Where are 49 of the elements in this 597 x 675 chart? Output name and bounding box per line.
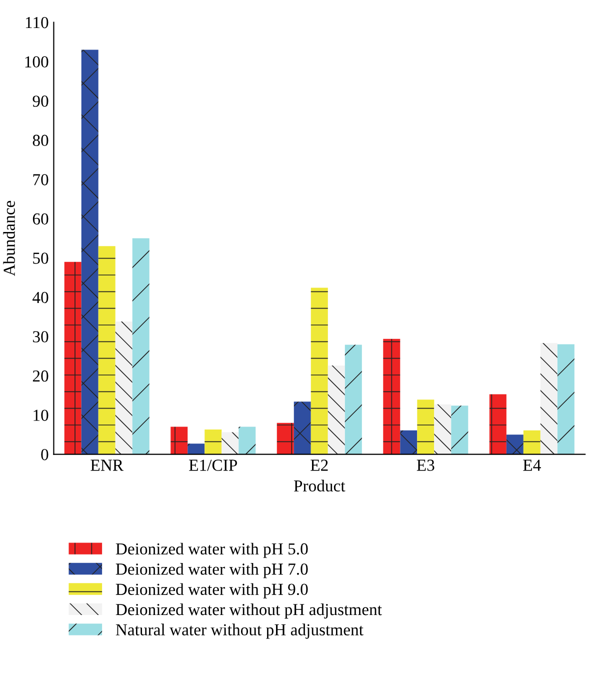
bar: [400, 430, 418, 454]
y-tick-label: 70: [33, 174, 48, 186]
bar: [506, 434, 524, 454]
bar: [310, 288, 328, 454]
bar: [81, 50, 98, 454]
bar: [434, 404, 452, 454]
bar: [523, 430, 540, 454]
y-tick-label: 30: [33, 331, 48, 342]
y-tick-label: 60: [32, 213, 48, 225]
bar: [328, 366, 345, 454]
y-tick-label: 40: [32, 292, 48, 304]
bar: [188, 444, 205, 454]
bar: [489, 394, 506, 454]
bar: [417, 400, 434, 454]
y-tick-label: 50: [33, 252, 48, 264]
legend-label: Deionized water with pH 5.0: [116, 542, 308, 558]
bar: [98, 246, 116, 454]
bar: [132, 238, 150, 454]
legend-label: Deionized water with pH 7.0: [116, 563, 308, 578]
bar: [64, 262, 82, 454]
x-tick-label: E1/CIP: [189, 460, 238, 471]
bar: [238, 426, 256, 454]
bar: [115, 322, 132, 454]
y-axis-title: Abundance: [3, 200, 15, 276]
bar: [222, 432, 239, 454]
y-tick-label: 100: [25, 56, 48, 68]
x-tick-label: E2: [310, 460, 328, 471]
bar: [557, 344, 574, 454]
y-tick-label: 10: [34, 410, 48, 421]
legend-label: Deionized water without pH adjustment: [116, 603, 382, 619]
y-tick-label: 90: [32, 96, 48, 107]
bar: [276, 422, 294, 454]
bar: [451, 406, 468, 454]
bar: [383, 338, 400, 454]
x-tick-label: E4: [523, 460, 541, 471]
bar: [344, 344, 362, 454]
y-tick-label: 20: [32, 370, 48, 382]
x-tick-label: E3: [416, 460, 434, 471]
bar: [294, 402, 311, 454]
legend-label: Natural water without pH adjustment: [116, 624, 364, 639]
bar: [170, 426, 188, 454]
bar: [204, 430, 222, 454]
x-tick-label: ENR: [90, 460, 124, 471]
x-axis-title: Product: [294, 480, 346, 492]
y-tick-label: 0: [41, 448, 48, 460]
y-tick-label: 80: [32, 134, 48, 146]
y-tick-label: 110: [26, 16, 48, 28]
legend-label: Deionized water with pH 9.0: [116, 583, 308, 598]
bar: [540, 343, 558, 454]
